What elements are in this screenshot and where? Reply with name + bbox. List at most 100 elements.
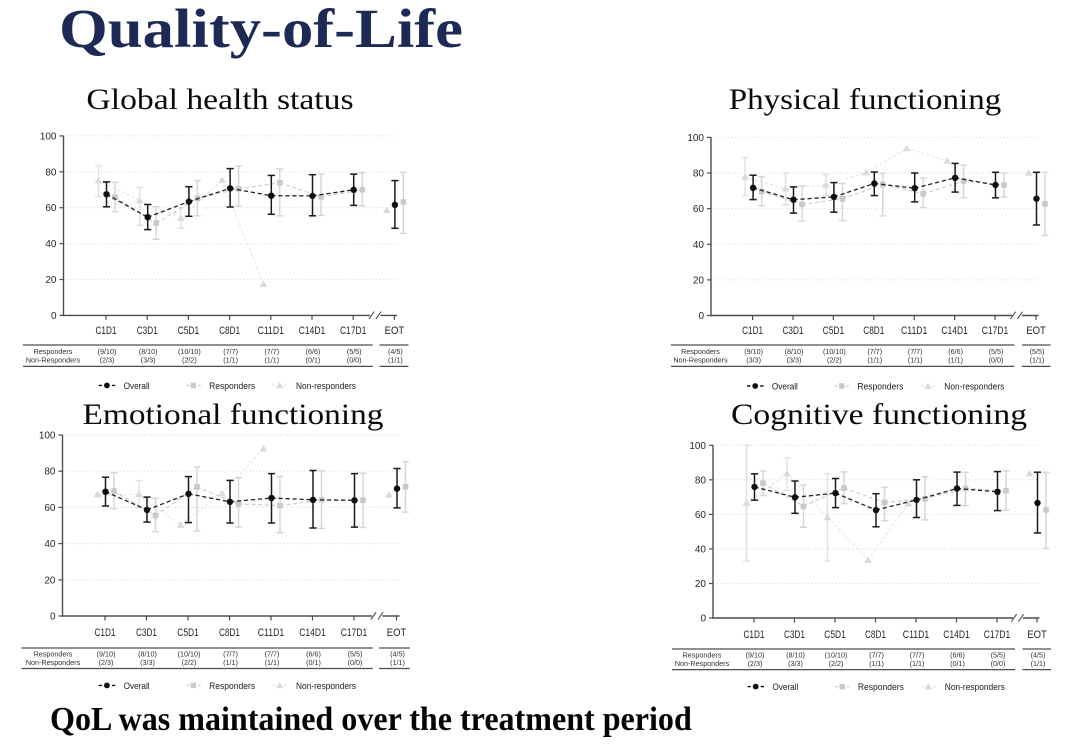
svg-text:(4/5): (4/5) — [388, 347, 403, 356]
svg-text:(5/5): (5/5) — [991, 651, 1006, 660]
svg-text:C17D1: C17D1 — [984, 629, 1010, 641]
svg-text:0: 0 — [698, 311, 704, 322]
svg-text:C8D1: C8D1 — [863, 325, 884, 337]
svg-text:100: 100 — [689, 441, 706, 452]
svg-text:C8D1: C8D1 — [865, 629, 886, 641]
svg-text:Non-Responders: Non-Responders — [673, 356, 728, 365]
svg-text:Non-responders: Non-responders — [296, 381, 356, 391]
svg-text:(10/10): (10/10) — [178, 347, 201, 356]
svg-text:(8/10): (8/10) — [785, 347, 804, 356]
svg-text:(1/1): (1/1) — [264, 356, 279, 365]
svg-text:C11D1: C11D1 — [258, 325, 284, 337]
svg-text:(4/5): (4/5) — [390, 649, 405, 658]
svg-text:40: 40 — [695, 544, 707, 555]
svg-text:60: 60 — [693, 204, 705, 215]
svg-text:(8/10): (8/10) — [138, 649, 157, 658]
svg-text:Responders: Responders — [857, 381, 903, 391]
svg-text:Non-responders: Non-responders — [944, 381, 1004, 391]
svg-text:Non-Responders: Non-Responders — [675, 659, 730, 668]
svg-text:(7/7): (7/7) — [908, 347, 923, 356]
svg-text:C1D1: C1D1 — [744, 629, 765, 641]
svg-text:60: 60 — [44, 503, 56, 514]
svg-text:(5/5): (5/5) — [348, 649, 363, 658]
svg-text:20: 20 — [44, 575, 56, 586]
svg-text:(8/10): (8/10) — [786, 651, 805, 660]
svg-text:(3/3): (3/3) — [141, 356, 156, 365]
svg-text:(7/7): (7/7) — [265, 649, 280, 658]
svg-text:C11D1: C11D1 — [903, 629, 929, 641]
svg-text:(4/5): (4/5) — [1031, 651, 1046, 660]
svg-text:(2/2): (2/2) — [182, 356, 197, 365]
svg-text:C11D1: C11D1 — [258, 627, 284, 639]
svg-text:C5D1: C5D1 — [824, 629, 846, 641]
svg-text:C1D1: C1D1 — [95, 627, 116, 639]
svg-text:(10/10): (10/10) — [178, 649, 201, 658]
svg-text:60: 60 — [45, 203, 57, 214]
svg-text:(2/3): (2/3) — [748, 659, 763, 668]
svg-text:0: 0 — [50, 612, 56, 623]
svg-text:C8D1: C8D1 — [219, 325, 240, 337]
svg-text:100: 100 — [40, 131, 57, 142]
svg-text:(3/3): (3/3) — [140, 658, 155, 667]
svg-text:(0/1): (0/1) — [306, 658, 321, 667]
svg-text:(9/10): (9/10) — [97, 649, 116, 658]
svg-text:Non-responders: Non-responders — [945, 682, 1005, 692]
svg-text:(1/1): (1/1) — [910, 659, 925, 668]
svg-text:(1/1): (1/1) — [223, 658, 238, 667]
svg-text:Non-responders: Non-responders — [296, 681, 356, 691]
svg-text:C5D1: C5D1 — [823, 325, 845, 337]
svg-text:(6/6): (6/6) — [950, 651, 965, 660]
svg-text:(6/6): (6/6) — [306, 649, 321, 658]
svg-text:EOT: EOT — [1027, 629, 1047, 641]
svg-text:EOT: EOT — [1026, 325, 1046, 337]
svg-text:Overall: Overall — [124, 381, 150, 391]
svg-text:C5D1: C5D1 — [177, 627, 199, 639]
svg-text:(0/0): (0/0) — [347, 356, 362, 365]
svg-text:(2/2): (2/2) — [829, 659, 844, 668]
svg-text:80: 80 — [695, 475, 707, 486]
svg-text:EOT: EOT — [385, 325, 405, 337]
svg-text:(6/6): (6/6) — [948, 347, 963, 356]
svg-text:80: 80 — [45, 167, 57, 178]
svg-text:(5/5): (5/5) — [347, 347, 362, 356]
svg-text:Non-Responders: Non-Responders — [26, 658, 81, 667]
svg-text:(1/1): (1/1) — [867, 356, 882, 365]
svg-text:(10/10): (10/10) — [823, 347, 846, 356]
svg-text:(7/7): (7/7) — [910, 651, 925, 660]
svg-text:(9/10): (9/10) — [744, 347, 763, 356]
svg-text:(3/3): (3/3) — [746, 356, 761, 365]
svg-text:20: 20 — [693, 275, 705, 286]
svg-text:(0/0): (0/0) — [991, 659, 1006, 668]
svg-text:Responders: Responders — [34, 347, 73, 356]
svg-text:(0/0): (0/0) — [989, 356, 1004, 365]
svg-text:C3D1: C3D1 — [137, 325, 158, 337]
svg-text:C14D1: C14D1 — [943, 629, 969, 641]
svg-text:(1/1): (1/1) — [1031, 659, 1046, 668]
svg-text:Responders: Responders — [681, 347, 720, 356]
svg-text:(5/5): (5/5) — [1030, 347, 1045, 356]
svg-text:Responders: Responders — [209, 381, 255, 391]
svg-text:20: 20 — [45, 275, 57, 286]
svg-text:(1/1): (1/1) — [388, 356, 403, 365]
svg-text:(1/1): (1/1) — [948, 356, 963, 365]
svg-text:0: 0 — [51, 311, 57, 322]
svg-text:(9/10): (9/10) — [98, 347, 117, 356]
svg-text:EOT: EOT — [387, 627, 407, 639]
svg-text:(1/1): (1/1) — [265, 658, 280, 667]
svg-text:C3D1: C3D1 — [136, 627, 157, 639]
svg-text:Non-Responders: Non-Responders — [26, 356, 81, 365]
svg-text:100: 100 — [687, 133, 704, 144]
svg-text:C3D1: C3D1 — [784, 629, 805, 641]
svg-text:0: 0 — [700, 614, 706, 625]
svg-text:Responders: Responders — [34, 649, 73, 658]
svg-text:(2/3): (2/3) — [100, 356, 115, 365]
svg-text:(7/7): (7/7) — [223, 649, 238, 658]
svg-text:40: 40 — [44, 539, 56, 550]
svg-text:C17D1: C17D1 — [982, 325, 1008, 337]
svg-text:(9/10): (9/10) — [746, 651, 765, 660]
svg-text:C17D1: C17D1 — [341, 627, 367, 639]
svg-text:20: 20 — [695, 579, 707, 590]
svg-text:(0/1): (0/1) — [950, 659, 965, 668]
svg-text:(10/10): (10/10) — [825, 651, 848, 660]
svg-text:C17D1: C17D1 — [340, 325, 366, 337]
